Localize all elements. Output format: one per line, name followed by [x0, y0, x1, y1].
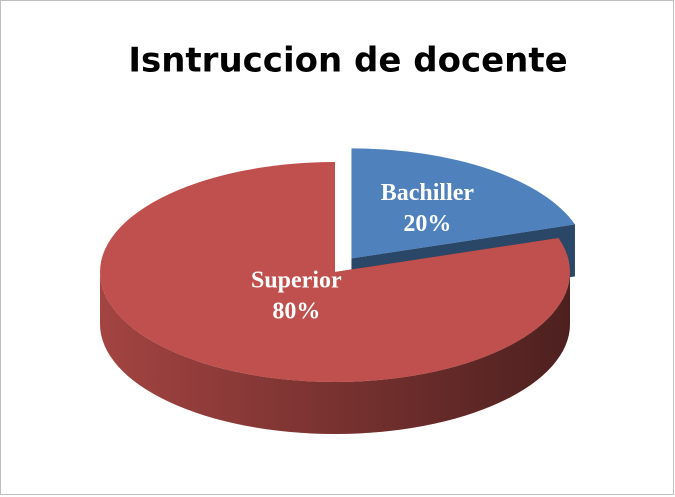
slice-top	[351, 148, 575, 259]
slice-label: Bachiller	[381, 180, 475, 206]
slice-side-shade	[100, 272, 570, 434]
chart-title: Isntruccion de docente	[128, 41, 567, 81]
pie-slice	[99, 162, 571, 434]
slice-top	[99, 162, 571, 382]
slice-value-label: 20%	[403, 211, 451, 237]
slice-label: Superior	[251, 267, 342, 293]
pie: Bachiller 20% Superior 80%	[99, 148, 575, 434]
slice-value-label: 80%	[272, 298, 320, 324]
